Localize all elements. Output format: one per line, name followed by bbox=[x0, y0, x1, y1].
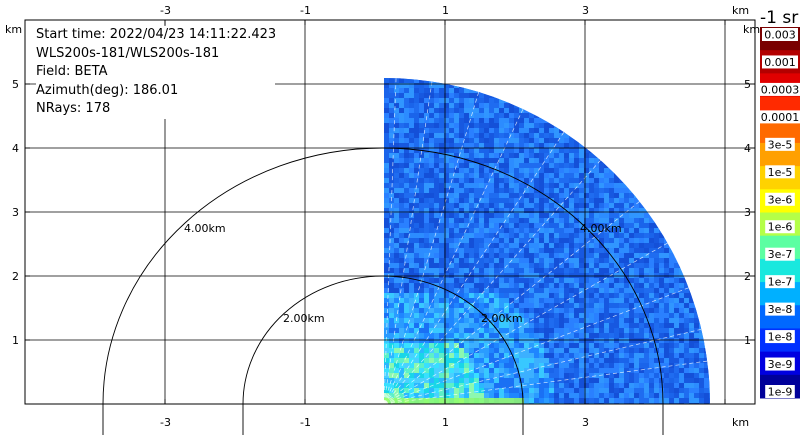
x-unit-top: km bbox=[732, 4, 750, 17]
y-tick-left: 2 bbox=[12, 270, 19, 283]
colorbar: 0.003 0.001 0.0003 0.0001 3e-5 1e-5 3e-6 1e-6 3e… bbox=[758, 27, 800, 399]
start-time-text: Start time: 2022/04/23 14:11:22.423 bbox=[36, 27, 275, 42]
colorbar-label-bg bbox=[765, 302, 795, 316]
colorbar-label-bg bbox=[762, 55, 798, 69]
colorbar-label-bg bbox=[765, 220, 795, 234]
colorbar-swatch bbox=[760, 119, 800, 144]
y-unit-right: km bbox=[743, 23, 761, 36]
colorbar-label: 3e-9 bbox=[768, 358, 793, 371]
x-tick-top: -3 bbox=[160, 4, 171, 17]
colorbar-label-bg bbox=[765, 137, 795, 151]
x-tick-top: 1 bbox=[442, 4, 449, 17]
y-tick-right: 2 bbox=[744, 270, 751, 283]
colorbar-label: 1e-7 bbox=[768, 276, 793, 289]
range-rings bbox=[102, 147, 664, 435]
y-tick-left: 3 bbox=[12, 206, 19, 219]
colorbar-label: 0.001 bbox=[764, 56, 796, 69]
colorbar-label-bg bbox=[758, 82, 800, 96]
colorbar-label-bg bbox=[765, 192, 795, 206]
colorbar-label-bg bbox=[762, 28, 798, 41]
y-tick-left: 4 bbox=[12, 142, 19, 155]
colorbar-label-bg bbox=[765, 247, 795, 261]
colorbar-label: 1e-5 bbox=[768, 166, 793, 179]
colorbar-label: 1e-9 bbox=[768, 386, 793, 399]
tick-marks bbox=[25, 20, 755, 404]
colorbar-label: 3e-7 bbox=[768, 248, 793, 261]
range-ring-2km bbox=[242, 275, 524, 435]
colorbar-title: -1 sr bbox=[760, 8, 799, 28]
field-text: Field: BETA bbox=[36, 64, 108, 79]
ring-label-2km: 2.00km bbox=[481, 312, 523, 325]
x-tick-bottom: 3 bbox=[582, 416, 589, 429]
colorbar-label: 0.003 bbox=[764, 29, 796, 42]
x-tick-bottom: -1 bbox=[300, 416, 311, 429]
colorbar-label-bg bbox=[765, 165, 795, 179]
y-tick-left: 1 bbox=[12, 334, 19, 347]
y-tick-right: 1 bbox=[744, 334, 751, 347]
colorbar-label: 1e-6 bbox=[768, 221, 793, 234]
colorbar-label-bg bbox=[765, 385, 795, 398]
ring-label-4km: 4.00km bbox=[184, 222, 226, 235]
y-tick-right: 3 bbox=[744, 206, 751, 219]
colorbar-label: 0.0003 bbox=[761, 83, 800, 96]
azimuth-text: Azimuth(deg): 186.01 bbox=[36, 82, 179, 98]
colorbar-label: 3e-5 bbox=[768, 138, 793, 151]
ring-label-4km: 4.00km bbox=[580, 222, 622, 235]
y-unit-left: km bbox=[5, 23, 23, 36]
beta-scan-sector bbox=[384, 78, 710, 404]
colorbar-label: 3e-8 bbox=[768, 303, 793, 316]
y-tick-right: 5 bbox=[744, 78, 751, 91]
colorbar-label-bg bbox=[765, 275, 795, 289]
colorbar-label-bg bbox=[765, 330, 795, 344]
x-tick-bottom: -3 bbox=[160, 416, 171, 429]
colorbar-label: 1e-8 bbox=[768, 331, 793, 344]
ring-label-2km: 2.00km bbox=[283, 312, 325, 325]
x-unit-bottom: km bbox=[732, 416, 750, 429]
y-tick-right: 4 bbox=[744, 142, 751, 155]
x-tick-top: 3 bbox=[582, 4, 589, 17]
y-tick-left: 5 bbox=[12, 78, 19, 91]
colorbar-label-bg bbox=[765, 357, 795, 371]
range-ring-4km bbox=[102, 147, 664, 435]
nrays-text: NRays: 178 bbox=[36, 101, 111, 116]
colorbar-label-bg bbox=[758, 110, 800, 124]
instrument-text: WLS200s-181/WLS200s-181 bbox=[36, 45, 220, 61]
scan-info-panel: Start time: 2022/04/23 14:11:22.423 WLS2… bbox=[36, 26, 275, 119]
x-tick-bottom: 1 bbox=[442, 416, 449, 429]
x-tick-top: -1 bbox=[300, 4, 311, 17]
colorbar-label: 3e-6 bbox=[768, 193, 793, 206]
colorbar-label: 0.0001 bbox=[761, 111, 800, 124]
